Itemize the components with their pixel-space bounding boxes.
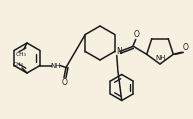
Text: O: O	[62, 78, 68, 87]
Text: CH₃: CH₃	[15, 52, 26, 57]
Text: O: O	[182, 43, 188, 52]
Text: O: O	[134, 30, 140, 39]
Text: NH: NH	[51, 62, 61, 69]
Text: CH₃: CH₃	[13, 62, 24, 67]
Text: NH: NH	[156, 55, 166, 61]
Text: N: N	[116, 47, 122, 56]
